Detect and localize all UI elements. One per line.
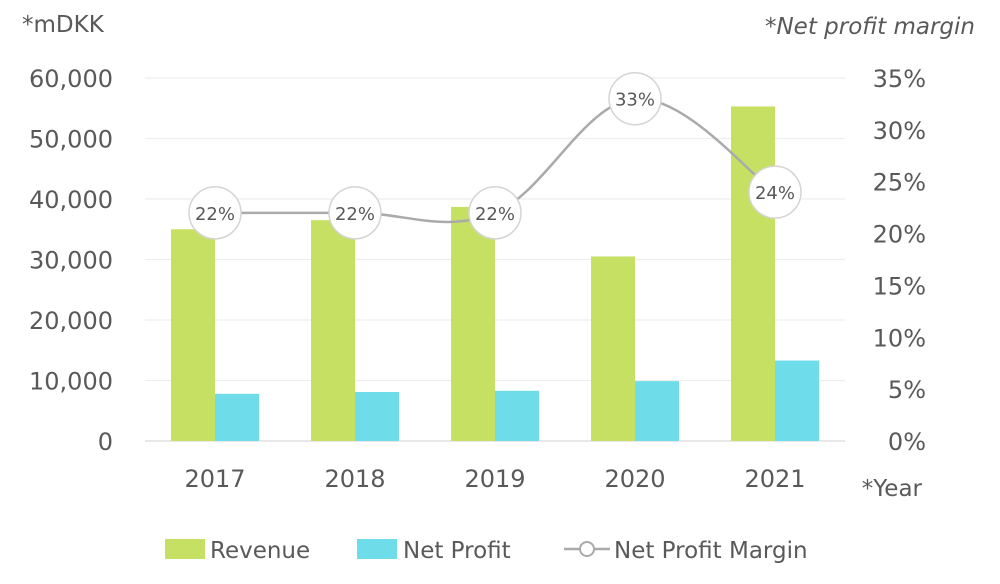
axes: *mDKK *Net profit margin *Year 0 10,000 20… bbox=[22, 12, 975, 502]
bars bbox=[171, 106, 819, 441]
margin-point bbox=[188, 186, 242, 240]
revenue-bar bbox=[311, 220, 355, 441]
x-tick-label: 2017 bbox=[184, 465, 245, 493]
margin-point bbox=[328, 186, 382, 240]
left-tick-label: 60,000 bbox=[29, 65, 113, 93]
x-axis-unit-label: *Year bbox=[862, 476, 923, 502]
right-tick-labels: 0% 5% 10% 15% 20% 25% 30% 35% bbox=[873, 65, 926, 456]
margin-point bbox=[608, 71, 662, 126]
left-tick-label: 30,000 bbox=[29, 247, 113, 275]
net-profit-bar bbox=[775, 360, 819, 441]
left-tick-label: 40,000 bbox=[29, 186, 113, 214]
legend-swatch-net-profit bbox=[357, 539, 397, 559]
left-tick-labels: 0 10,000 20,000 30,000 40,000 50,000 60,000 bbox=[29, 65, 113, 456]
x-tick-label: 2019 bbox=[464, 465, 525, 493]
right-tick-label: 5% bbox=[888, 376, 926, 404]
legend-label-revenue: Revenue bbox=[210, 538, 310, 564]
left-tick-label: 50,000 bbox=[29, 126, 113, 154]
right-tick-label: 15% bbox=[873, 272, 926, 300]
margin-data-label: 33% bbox=[615, 90, 655, 111]
right-axis-unit-label: *Net profit margin bbox=[765, 14, 975, 40]
margin-line: 22% 22% 22% 33% 24% bbox=[188, 71, 802, 240]
legend-swatch-margin-marker bbox=[579, 541, 595, 557]
margin-data-label: 22% bbox=[475, 204, 515, 225]
margin-data-label: 22% bbox=[335, 204, 375, 225]
right-tick-label: 35% bbox=[873, 65, 926, 93]
x-tick-label: 2018 bbox=[324, 465, 385, 493]
right-tick-label: 30% bbox=[873, 117, 926, 145]
legend-label-margin: Net Profit Margin bbox=[614, 538, 808, 564]
net-profit-bar bbox=[215, 393, 259, 441]
x-tick-labels: 2017 2018 2019 2020 2021 bbox=[184, 465, 805, 493]
right-tick-label: 0% bbox=[888, 428, 926, 456]
net-profit-bar bbox=[355, 391, 399, 441]
revenue-bar bbox=[731, 106, 775, 441]
revenue-bar bbox=[591, 256, 635, 441]
margin-point bbox=[468, 186, 522, 240]
legend-label-net-profit: Net Profit bbox=[403, 538, 511, 564]
net-profit-bar bbox=[495, 390, 539, 441]
margin-data-label: 24% bbox=[755, 183, 795, 204]
right-tick-label: 20% bbox=[873, 221, 926, 249]
left-tick-label: 0 bbox=[98, 428, 113, 456]
net-profit-bar bbox=[635, 381, 679, 441]
right-tick-label: 25% bbox=[873, 169, 926, 197]
legend: Revenue Net Profit Net Profit Margin bbox=[165, 538, 808, 564]
left-tick-label: 20,000 bbox=[29, 307, 113, 335]
legend-swatch-revenue bbox=[165, 539, 205, 559]
margin-point bbox=[748, 165, 802, 219]
left-tick-label: 10,000 bbox=[29, 368, 113, 396]
revenue-bar bbox=[171, 229, 215, 441]
margin-data-label: 22% bbox=[195, 204, 235, 225]
left-axis-unit-label: *mDKK bbox=[22, 12, 105, 38]
revenue-bar bbox=[451, 206, 495, 441]
right-tick-label: 10% bbox=[873, 324, 926, 352]
x-tick-label: 2020 bbox=[604, 465, 665, 493]
x-tick-label: 2021 bbox=[744, 465, 805, 493]
